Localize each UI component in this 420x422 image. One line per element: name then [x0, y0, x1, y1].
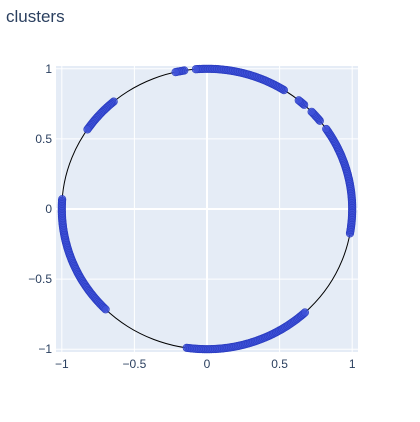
scatter-point	[307, 107, 316, 116]
y-tick-label: −0.5	[28, 272, 52, 286]
scatter-point	[171, 68, 180, 77]
x-tick-label: −1	[55, 357, 69, 371]
scatter-point	[101, 305, 110, 314]
x-tick-label: 1	[349, 357, 356, 371]
y-tick-label: 1	[45, 62, 52, 76]
y-axis-ticks: −1 −0.5 0 0.5 1	[28, 62, 52, 356]
x-tick-label: −0.5	[123, 357, 147, 371]
data-points	[57, 64, 357, 354]
x-tick-label: 0	[204, 357, 211, 371]
x-axis-ticks: −1 −0.5 0 0.5 1	[55, 357, 356, 371]
x-tick-label: 0.5	[271, 357, 288, 371]
scatter-point	[322, 124, 331, 134]
y-tick-label: −1	[38, 342, 52, 356]
scatter-point	[294, 96, 303, 105]
y-tick-label: 0.5	[35, 132, 52, 146]
scatter-point	[83, 125, 92, 134]
scatter-point	[300, 308, 310, 317]
scatter-point	[191, 65, 200, 74]
chart-title: clusters	[6, 7, 65, 26]
y-tick-label: 0	[45, 202, 52, 216]
